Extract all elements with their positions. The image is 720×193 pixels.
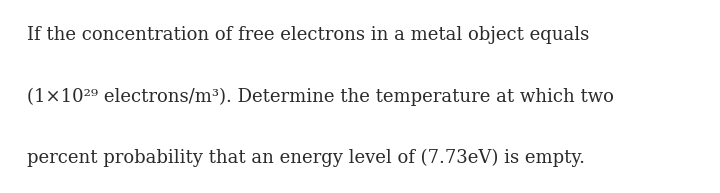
Text: percent probability that an energy level of (7.73eV) is empty.: percent probability that an energy level…	[27, 149, 585, 167]
Text: If the concentration of free electrons in a metal object equals: If the concentration of free electrons i…	[27, 26, 590, 44]
Text: (1×10²⁹ electrons/m³). Determine the temperature at which two: (1×10²⁹ electrons/m³). Determine the tem…	[27, 87, 614, 106]
